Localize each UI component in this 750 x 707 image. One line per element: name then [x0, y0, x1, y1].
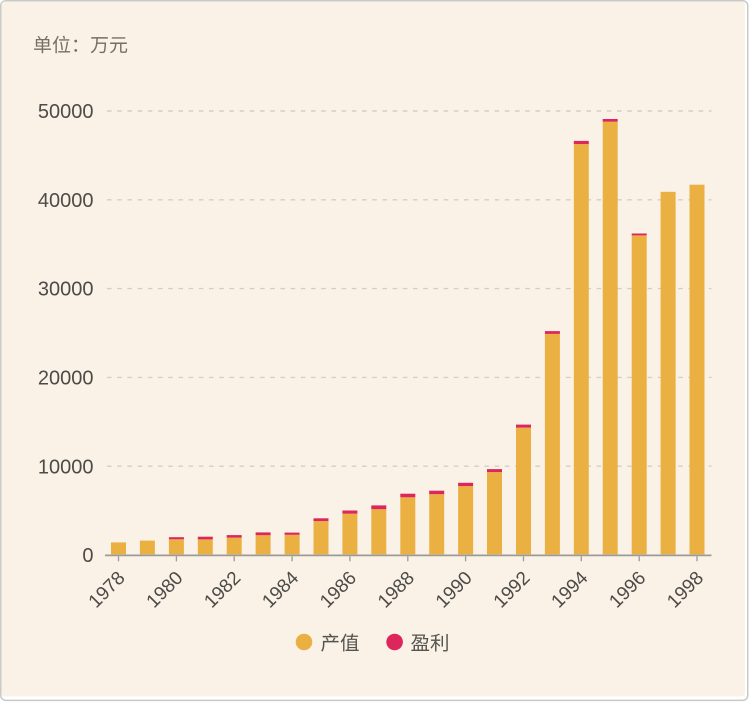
svg-text:30000: 30000: [38, 279, 94, 301]
svg-text:10000: 10000: [38, 456, 94, 478]
svg-text:0: 0: [82, 545, 93, 567]
svg-text:50000: 50000: [38, 101, 94, 123]
svg-text:20000: 20000: [38, 368, 94, 390]
svg-text:40000: 40000: [38, 190, 94, 212]
